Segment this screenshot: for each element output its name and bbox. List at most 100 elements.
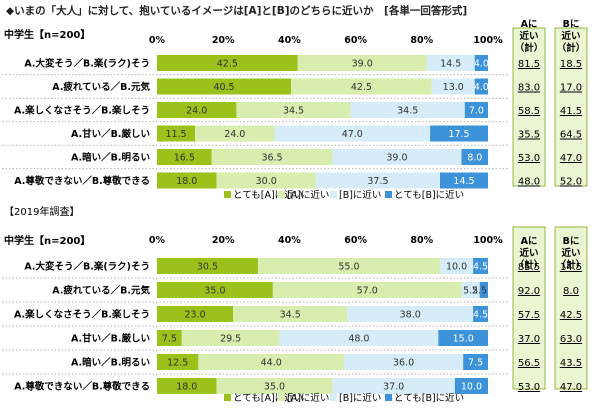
a-total-value: 37.0 xyxy=(518,334,540,345)
data-label: 24.0 xyxy=(224,129,245,140)
data-label: 37.5 xyxy=(367,176,388,187)
bar-segment xyxy=(464,102,488,118)
x-tick-label: 100% xyxy=(473,235,503,246)
bar-segment xyxy=(473,306,488,322)
b-total-value: 64.5 xyxy=(560,130,582,141)
category-label: A.甘い／B.厳しい xyxy=(71,128,150,140)
a-total-panel xyxy=(512,226,546,390)
bar-segment xyxy=(216,172,316,189)
data-label: 39.0 xyxy=(386,153,407,164)
category-label: A.甘い／B.厳しい xyxy=(71,333,150,345)
legend-swatch xyxy=(385,394,392,401)
bar-segment xyxy=(157,306,234,322)
legend-label: とても[A]に近い xyxy=(233,392,303,404)
summary-header: （計） xyxy=(557,42,586,54)
b-total-value: 42.5 xyxy=(560,310,582,321)
data-label: 30.5 xyxy=(197,262,218,273)
b-total-value: 52.0 xyxy=(560,177,582,188)
data-label: 4.5 xyxy=(473,310,488,321)
summary-header: 近い xyxy=(561,247,580,259)
data-label: 47.0 xyxy=(342,129,363,140)
a-total-value: 53.0 xyxy=(518,382,540,393)
bar-segment xyxy=(350,102,465,118)
legend-label: [B]に近い xyxy=(339,189,381,201)
bar-segment xyxy=(291,78,432,95)
data-label: 42.5 xyxy=(217,59,238,70)
legend-label: とても[B]に近い xyxy=(394,392,464,404)
group-label: 中学生【n=200】 xyxy=(4,28,90,41)
b-total-value: 43.5 xyxy=(560,358,582,369)
data-label: 29.5 xyxy=(220,334,241,345)
bar-segment xyxy=(438,330,488,346)
summary-header: 近い xyxy=(519,30,538,42)
legend-swatch xyxy=(278,191,285,198)
legend-swatch xyxy=(224,191,231,198)
bar-segment xyxy=(473,258,488,274)
b-total-value: 18.5 xyxy=(560,59,582,70)
data-label: 18.0 xyxy=(176,382,197,393)
category-label: A.暗い／B.明るい xyxy=(71,152,150,164)
x-tick-label: 80% xyxy=(410,35,433,46)
data-label: 11.5 xyxy=(165,129,186,140)
data-label: 55.0 xyxy=(338,262,359,273)
x-tick-label: 20% xyxy=(212,35,235,46)
chart-title: ◆いまの「大人」に対して、抱いているイメージは[A]と[B]のどちらに近いか [… xyxy=(6,5,468,17)
a-total-value: 35.5 xyxy=(518,130,540,141)
summary-header: Aに xyxy=(521,236,538,247)
legend-swatch xyxy=(385,191,392,198)
data-label: 36.5 xyxy=(261,153,282,164)
bar-segment xyxy=(474,55,488,71)
a-total-value: 57.5 xyxy=(518,310,540,321)
a-total-value: 48.0 xyxy=(518,177,540,188)
a-total-value: 92.0 xyxy=(518,286,540,297)
legend-swatch xyxy=(224,394,231,401)
summary-header: （計） xyxy=(557,259,586,271)
bar-segment xyxy=(279,330,439,346)
data-label: 17.5 xyxy=(448,129,469,140)
data-label: 34.5 xyxy=(283,106,304,117)
data-label: 16.5 xyxy=(174,153,195,164)
x-tick-label: 0% xyxy=(149,35,166,46)
summary-header: 近い xyxy=(561,30,580,42)
data-label: 4.5 xyxy=(473,262,488,273)
bar-segment xyxy=(236,102,351,118)
bar-segment xyxy=(274,125,431,142)
bar-segment xyxy=(426,55,475,71)
bar-segment xyxy=(181,330,280,346)
bar-segment xyxy=(157,282,273,298)
bar-segment xyxy=(195,125,275,142)
bar-segment xyxy=(216,378,333,394)
data-label: 14.5 xyxy=(440,59,461,70)
legend-label: [B]に近い xyxy=(339,392,381,404)
data-label: 30.0 xyxy=(256,176,277,187)
data-label: 7.5 xyxy=(468,358,483,369)
data-label: 35.0 xyxy=(264,382,285,393)
data-label: 36.0 xyxy=(393,358,414,369)
data-label: 12.5 xyxy=(167,358,188,369)
legend-swatch xyxy=(330,191,337,198)
bar-segment xyxy=(157,55,298,71)
data-label: 13.0 xyxy=(443,82,464,93)
b-total-value: 14.5 xyxy=(560,262,582,273)
x-tick-label: 40% xyxy=(278,35,301,46)
category-label: A.疲れている／B.元気 xyxy=(52,81,150,93)
bar-segment xyxy=(198,354,345,370)
data-label: 14.5 xyxy=(453,176,474,187)
bar-segment xyxy=(332,378,455,394)
x-tick-label: 0% xyxy=(149,235,166,246)
category-label: A.尊敬できない／B.尊敬できる xyxy=(14,381,150,393)
bar-segment xyxy=(332,149,462,165)
bar-segment xyxy=(211,149,333,165)
bar-segment xyxy=(157,330,182,346)
data-label: 23.0 xyxy=(184,310,205,321)
x-tick-label: 60% xyxy=(344,35,367,46)
bar-segment xyxy=(157,354,199,370)
bar-segment xyxy=(479,282,488,298)
category-label: A.大変そう／B.楽(ラク)そう xyxy=(24,261,150,273)
data-label: 15.0 xyxy=(453,334,474,345)
bar-segment xyxy=(233,306,348,322)
bar-segment xyxy=(157,258,258,274)
a-total-value: 81.5 xyxy=(518,59,540,70)
bar-segment xyxy=(297,55,427,71)
